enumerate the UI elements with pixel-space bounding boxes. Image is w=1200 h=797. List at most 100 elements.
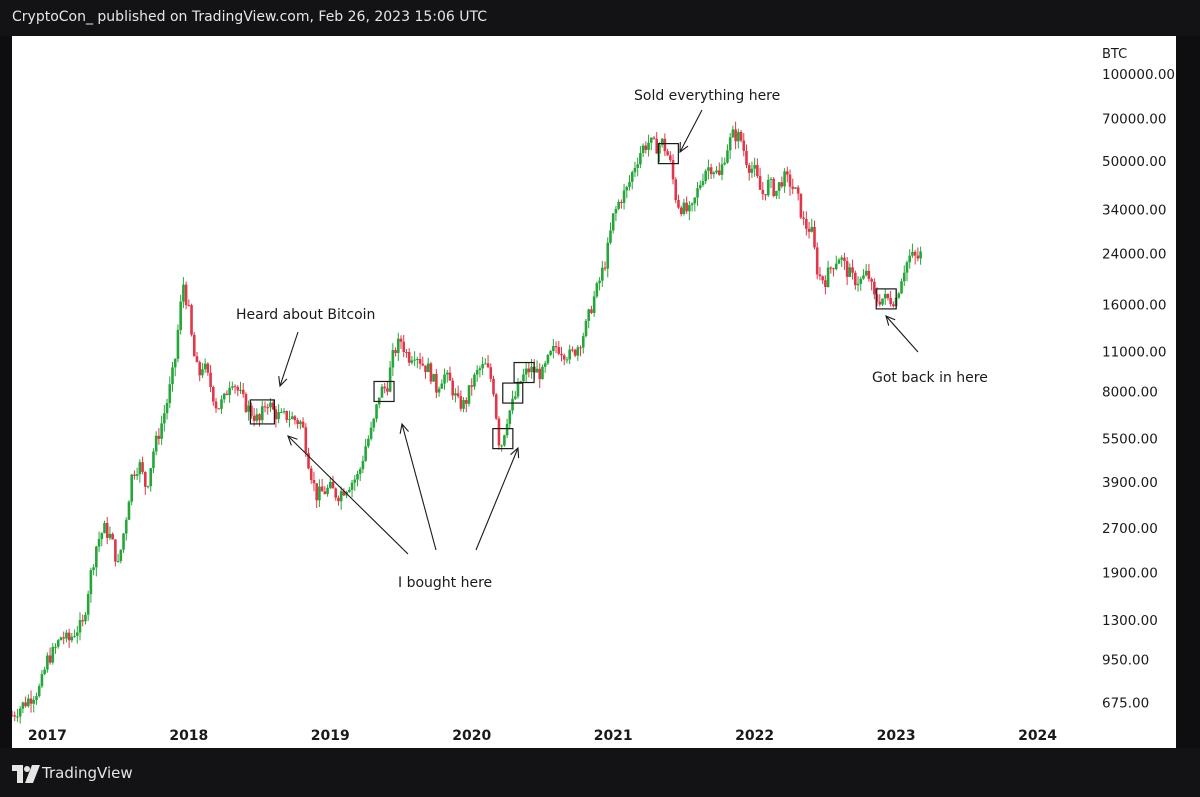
candle-42 xyxy=(124,517,128,541)
candle-303 xyxy=(834,255,838,271)
candle-88 xyxy=(250,402,253,419)
candle-168 xyxy=(467,385,471,407)
candle-150 xyxy=(418,352,422,370)
candle-294 xyxy=(810,218,814,233)
candle-326 xyxy=(897,292,901,299)
candle-221 xyxy=(611,213,615,234)
candle-22 xyxy=(70,632,74,643)
candle-19 xyxy=(62,631,65,645)
candle-78 xyxy=(222,392,226,403)
candle-153 xyxy=(426,357,430,373)
candle-113 xyxy=(318,479,321,508)
candle-130 xyxy=(364,438,367,462)
candle-272 xyxy=(750,161,754,178)
candle-220 xyxy=(609,222,612,245)
candle-264 xyxy=(728,133,732,160)
candle-211 xyxy=(584,318,588,338)
candle-284 xyxy=(783,168,786,193)
candle-331 xyxy=(911,243,914,258)
candle-204 xyxy=(565,356,569,364)
candle-68 xyxy=(195,351,199,363)
candle-271 xyxy=(747,162,751,181)
candle-77 xyxy=(220,395,223,414)
y-tick-4: 24000.00 xyxy=(1102,246,1166,262)
candle-273 xyxy=(753,157,756,177)
candle-239 xyxy=(660,137,664,148)
candle-298 xyxy=(821,275,824,284)
candle-166 xyxy=(462,397,465,413)
candle-232 xyxy=(641,143,645,158)
candle-129 xyxy=(361,455,365,474)
candle-280 xyxy=(772,177,775,198)
candle-275 xyxy=(758,167,762,190)
candle-185 xyxy=(513,391,517,401)
candle-248 xyxy=(685,196,688,214)
candle-181 xyxy=(503,434,506,447)
y-tick-11: 1900.00 xyxy=(1102,565,1158,581)
candle-291 xyxy=(802,211,805,226)
candle-54 xyxy=(157,428,161,445)
candle-217 xyxy=(601,260,604,287)
candle-177 xyxy=(492,375,495,397)
candle-207 xyxy=(573,348,577,358)
candle-173 xyxy=(481,356,484,376)
candle-32 xyxy=(97,531,101,552)
candle-103 xyxy=(290,411,294,420)
candle-147 xyxy=(410,355,414,365)
candle-286 xyxy=(788,169,792,196)
candle-47 xyxy=(138,459,142,483)
candle-52 xyxy=(152,448,155,474)
candle-270 xyxy=(745,144,748,169)
candle-140 xyxy=(391,343,395,376)
candle-24 xyxy=(75,625,79,644)
candle-86 xyxy=(244,392,248,414)
candle-261 xyxy=(720,157,724,181)
box-buy-4 xyxy=(513,361,535,384)
candle-313 xyxy=(862,269,865,280)
candle-67 xyxy=(192,332,196,357)
candle-57 xyxy=(165,398,169,420)
candle-189 xyxy=(524,362,528,383)
candle-30 xyxy=(92,564,95,576)
candle-199 xyxy=(552,339,555,359)
candle-318 xyxy=(875,287,879,307)
candle-37 xyxy=(111,532,114,540)
header-bar: CryptoCon_ published on TradingView.com,… xyxy=(0,0,1200,36)
candle-260 xyxy=(717,162,721,176)
candle-38 xyxy=(114,539,117,567)
candle-43 xyxy=(127,500,131,520)
tradingview-logo[interactable]: TradingView xyxy=(12,763,162,785)
candle-267 xyxy=(737,128,740,149)
x-tick-2021: 2021 xyxy=(594,728,633,744)
candle-195 xyxy=(541,364,544,380)
candle-330 xyxy=(908,249,912,269)
candle-122 xyxy=(342,488,346,497)
candle-253 xyxy=(698,180,702,191)
candle-99 xyxy=(280,408,283,414)
candle-208 xyxy=(576,345,580,361)
candle-233 xyxy=(644,141,648,154)
candle-82 xyxy=(233,384,237,394)
candle-229 xyxy=(633,161,637,177)
candle-178 xyxy=(494,392,498,420)
y-tick-14: 675.00 xyxy=(1102,696,1149,712)
candle-290 xyxy=(799,193,803,220)
candle-174 xyxy=(484,358,487,365)
candle-17 xyxy=(56,638,60,649)
tradingview-logo-icon xyxy=(12,765,40,783)
candle-48 xyxy=(141,456,144,475)
candle-167 xyxy=(464,397,468,413)
candle-100 xyxy=(282,407,286,415)
marker-boxes-layer xyxy=(249,143,897,450)
price-chart[interactable]: Heard about Bitcoin I bought here Sold e… xyxy=(12,36,1176,748)
x-tick-2017: 2017 xyxy=(28,728,67,744)
x-tick-2023: 2023 xyxy=(877,728,916,744)
candle-111 xyxy=(312,471,316,492)
candle-235 xyxy=(649,137,653,151)
candle-289 xyxy=(796,185,800,201)
x-axis-ticks: 2017 2018 2019 2020 2021 2022 2023 2024 xyxy=(28,728,1057,744)
candle-164 xyxy=(456,385,460,399)
candle-6 xyxy=(27,694,30,708)
candle-34 xyxy=(103,520,106,534)
candle-60 xyxy=(173,358,177,377)
